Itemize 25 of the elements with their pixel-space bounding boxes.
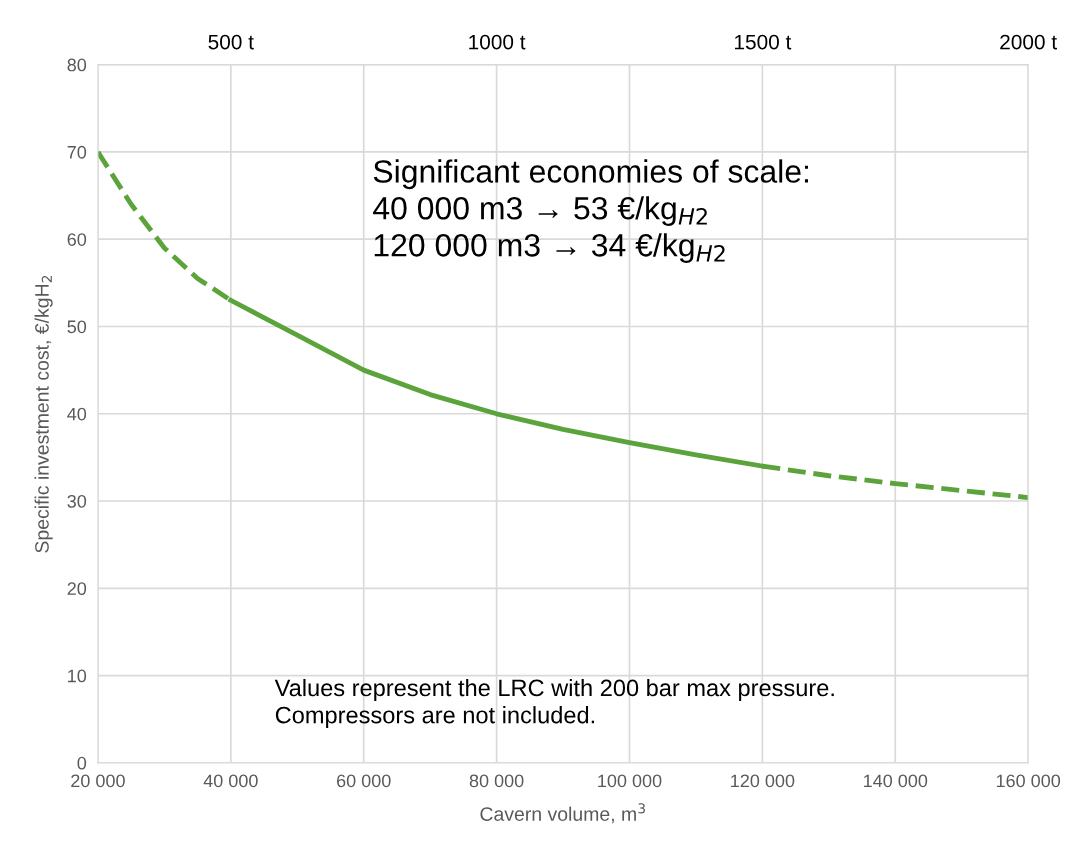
y-tick-label: 30 [67, 494, 87, 508]
x-tick-label: 60 000 [337, 774, 391, 788]
x2-tick-label: 1000 t [469, 34, 526, 50]
annotation: Significant economies of scale: 40 000 m3 → 53 €/kg$_{H2}$ 120 000 m3 → 34 €/kg$_{H2}$ [373, 159, 809, 263]
y-tick-label: 20 [67, 582, 87, 596]
x-tick-label: 80 000 [469, 774, 524, 788]
x-tick-label: 40 000 [203, 774, 258, 788]
x-tick-label: 100 000 [598, 774, 662, 788]
y-tick-label: 80 [67, 58, 87, 72]
x2-tick-label: 1500 t [735, 34, 792, 50]
y-tick-label: 70 [67, 145, 87, 159]
x-tick-label: 120 000 [731, 774, 795, 788]
y-tick-label: 60 [67, 233, 87, 246]
x-tick-label: 160 000 [996, 774, 1061, 788]
y-tick-label: 50 [67, 320, 87, 334]
annotation: Values represent the LRC with 200 bar max pressure. Compressors are not included. [274, 678, 834, 729]
y-tick-label: 10 [68, 669, 87, 683]
x2-tick-label: 500 t [208, 34, 254, 50]
x2-tick-label: 2000 t [1000, 34, 1057, 50]
y-axis-title: Specific investment cost, €/kgH$_{2}$ [34, 275, 53, 553]
y-tick-label: 0 [77, 756, 87, 770]
x-tick-label: 140 000 [864, 774, 928, 788]
x-tick-label: 20 000 [71, 774, 125, 788]
y-tick-label: 40 [67, 407, 87, 421]
x-axis-title: Cavern volume, m$^{3}$ [480, 803, 645, 824]
